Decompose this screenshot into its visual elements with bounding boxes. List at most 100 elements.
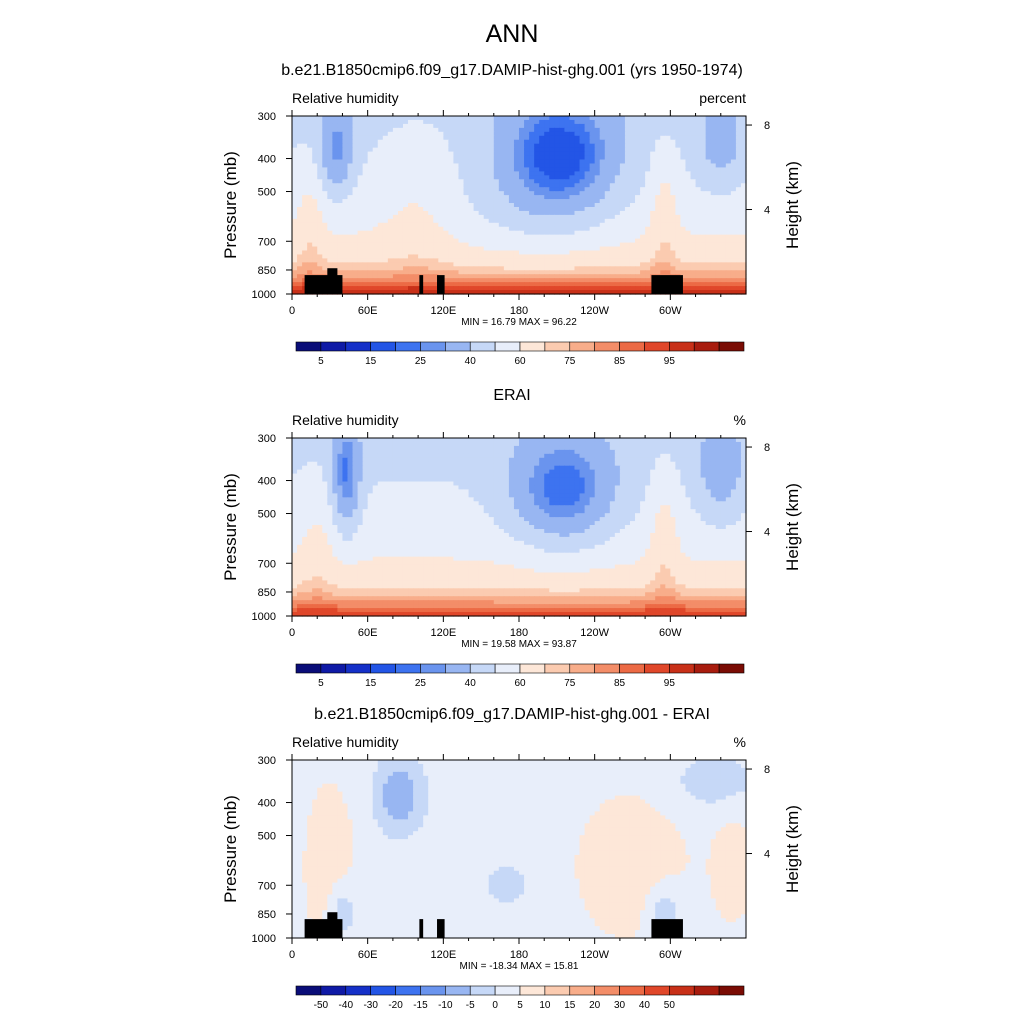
y-tick-label: 850 xyxy=(258,587,276,599)
y-tick-label: 300 xyxy=(258,111,276,123)
colorbar-label: 60 xyxy=(514,678,526,689)
colorbar-label: 95 xyxy=(664,678,676,689)
colorbar-swatch xyxy=(594,985,620,996)
colorbar-swatch xyxy=(519,341,546,352)
x-tick-label: 120E xyxy=(430,305,456,317)
colorbar-swatch xyxy=(469,985,496,996)
panel-left-label: Relative humidity xyxy=(292,734,399,750)
colorbar-swatch xyxy=(469,663,496,674)
y-right-tick-label: 8 xyxy=(764,764,770,776)
panel-2-title: ERAI xyxy=(493,387,531,404)
colorbar-swatch xyxy=(445,663,471,674)
x-tick-label: 0 xyxy=(289,305,295,317)
x-tick-label: 60E xyxy=(358,305,378,317)
y-right-tick-label: 8 xyxy=(764,120,770,132)
colorbar-label: 25 xyxy=(415,356,427,367)
colorbar-label: 10 xyxy=(539,1000,551,1011)
panel-units-label: % xyxy=(734,734,746,750)
y-right-tick-label: 8 xyxy=(764,442,770,454)
y-tick-label: 500 xyxy=(258,831,276,843)
colorbar-swatch xyxy=(693,663,720,674)
colorbar-swatch xyxy=(420,341,446,352)
colorbar-swatch xyxy=(519,985,546,996)
x-tick-label: 60W xyxy=(659,305,682,317)
colorbar-swatch xyxy=(693,985,720,996)
colorbar-swatch xyxy=(420,985,446,996)
colorbar-swatch xyxy=(395,341,421,352)
y-tick-label: 400 xyxy=(258,154,276,166)
colorbar-label: 95 xyxy=(664,356,676,367)
colorbar-swatch xyxy=(295,985,322,996)
panel-units-label: % xyxy=(734,412,746,428)
colorbar-swatch xyxy=(370,341,396,352)
panel-3-chart: Relative humidity %0 60E 120E 180 120W 60W3004… xyxy=(221,734,802,1011)
colorbar-label: 40 xyxy=(465,356,477,367)
y-tick-label: 1000 xyxy=(252,611,276,623)
panel-left-label: Relative humidity xyxy=(292,412,399,428)
colorbar-swatch xyxy=(370,663,396,674)
x-tick-label: 0 xyxy=(289,627,295,639)
panel-3-title: b.e21.B1850cmip6.f09_g17.DAMIP-hist-ghg.… xyxy=(314,706,710,723)
x-tick-label: 180 xyxy=(510,949,528,961)
x-tick-label: 60W xyxy=(659,949,682,961)
colorbar-label: 15 xyxy=(365,356,377,367)
colorbar-label: -15 xyxy=(413,1000,428,1011)
colorbar-label: 25 xyxy=(415,678,427,689)
panel-1-chart: Relative humidity percent 0 60E 120E 180 120W 6… xyxy=(221,90,802,367)
colorbar-swatch xyxy=(295,663,322,674)
y-axis-title: Pressure (mb) xyxy=(221,795,240,903)
colorbar-label: 30 xyxy=(614,1000,626,1011)
colorbar-swatch xyxy=(594,341,620,352)
y-right-axis-title: Height (km) xyxy=(783,483,802,571)
colorbar-swatch xyxy=(395,663,421,674)
colorbar-swatch xyxy=(544,341,571,352)
colorbar-label: 5 xyxy=(517,1000,523,1011)
min-max-stats: MIN = 16.79 MAX = 96.22 xyxy=(461,317,577,328)
colorbar-label: 85 xyxy=(614,678,626,689)
y-right-tick-label: 4 xyxy=(764,205,770,217)
colorbar-swatch xyxy=(345,663,371,674)
y-tick-label: 1000 xyxy=(252,289,276,301)
y-right-tick-label: 4 xyxy=(764,527,770,539)
y-right-axis-title: Height (km) xyxy=(783,805,802,893)
colorbar-swatch xyxy=(295,341,322,352)
topography-mask xyxy=(304,912,683,938)
colorbar-label: 5 xyxy=(318,356,324,367)
colorbar-swatch xyxy=(669,985,695,996)
colorbar-swatch xyxy=(469,341,496,352)
colorbar-swatch xyxy=(544,663,571,674)
colorbar-label: 75 xyxy=(564,356,576,367)
y-tick-label: 400 xyxy=(258,476,276,488)
colorbar-label: -20 xyxy=(388,1000,403,1011)
colorbar-swatch xyxy=(718,663,745,674)
colorbar-swatch xyxy=(644,985,670,996)
contour-field xyxy=(292,116,747,295)
colorbar xyxy=(295,341,745,352)
y-tick-label: 300 xyxy=(258,755,276,767)
colorbar-swatch xyxy=(519,663,546,674)
y-tick-label: 500 xyxy=(258,187,276,199)
x-tick-label: 120W xyxy=(580,305,609,317)
min-max-stats: MIN = 19.58 MAX = 93.87 xyxy=(461,639,577,650)
colorbar-label: 85 xyxy=(614,356,626,367)
colorbar-label: 75 xyxy=(564,678,576,689)
colorbar-swatch xyxy=(494,663,521,674)
y-tick-label: 1000 xyxy=(252,933,276,945)
colorbar-swatch xyxy=(619,663,645,674)
x-tick-label: 120W xyxy=(580,949,609,961)
y-tick-label: 700 xyxy=(258,558,276,570)
contour-field xyxy=(292,438,747,617)
colorbar-swatch xyxy=(569,985,595,996)
y-axis-title: Pressure (mb) xyxy=(221,473,240,581)
colorbar-swatch xyxy=(445,985,471,996)
colorbar xyxy=(295,985,745,996)
colorbar-label: 60 xyxy=(514,356,526,367)
x-tick-label: 60W xyxy=(659,627,682,639)
colorbar-swatch xyxy=(494,985,521,996)
colorbar-label: 5 xyxy=(318,678,324,689)
x-tick-label: 120E xyxy=(430,949,456,961)
y-tick-label: 300 xyxy=(258,433,276,445)
panel-1-title: b.e21.B1850cmip6.f09_g17.DAMIP-hist-ghg.… xyxy=(281,62,743,79)
x-tick-label: 120W xyxy=(580,627,609,639)
x-tick-label: 180 xyxy=(510,305,528,317)
